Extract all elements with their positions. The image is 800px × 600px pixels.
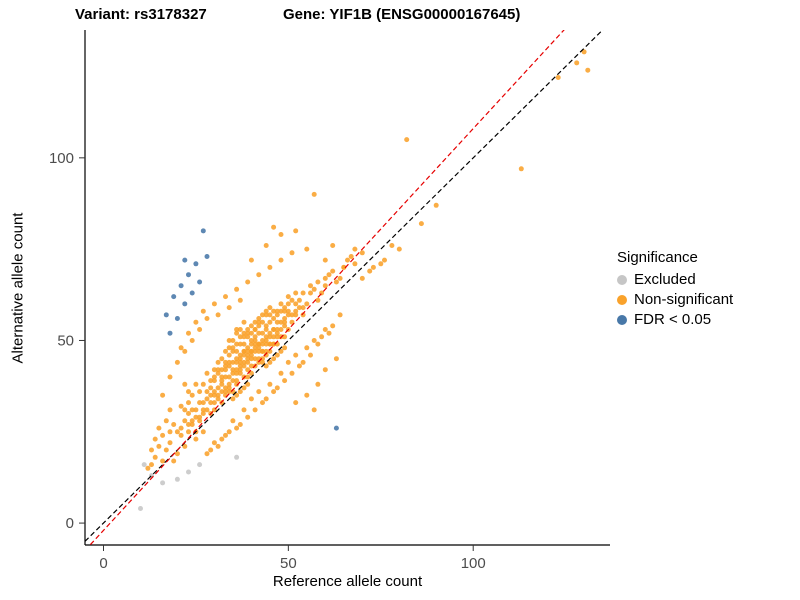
x-axis-label: Reference allele count: [272, 573, 423, 590]
legend-item-label: Non-significant: [634, 291, 734, 308]
legend-item-fdr: FDR < 0.05: [617, 311, 733, 328]
variant-title: Variant: rs3178327: [75, 6, 207, 23]
non-significant-dot-icon: [617, 294, 627, 305]
legend: Significance Excluded Non-significant FD…: [617, 249, 733, 331]
y-tick-label: 0: [66, 515, 74, 532]
axes: 0 50 100 0 50 100: [49, 30, 610, 572]
legend-title: Significance: [617, 249, 698, 266]
x-tick-label: 100: [461, 555, 486, 572]
fitted-line: [89, 30, 565, 545]
gene-title: Gene: YIF1B (ENSG00000167645): [283, 6, 521, 23]
identity-line: [85, 30, 604, 542]
series-non-significant: [145, 49, 591, 471]
y-tick-label: 100: [49, 150, 74, 167]
x-tick-label: 50: [280, 555, 297, 572]
legend-item-label: Excluded: [634, 271, 696, 288]
series-fdr-0-05: [163, 228, 339, 431]
legend-item-excluded: Excluded: [617, 271, 733, 288]
y-tick-label: 50: [57, 332, 74, 349]
x-tick-label: 0: [99, 555, 107, 572]
fdr-dot-icon: [617, 314, 627, 325]
legend-item-non-significant: Non-significant: [617, 291, 733, 308]
y-axis-label: Alternative allele count: [9, 212, 27, 364]
legend-item-label: FDR < 0.05: [634, 311, 712, 328]
excluded-dot-icon: [617, 274, 627, 285]
